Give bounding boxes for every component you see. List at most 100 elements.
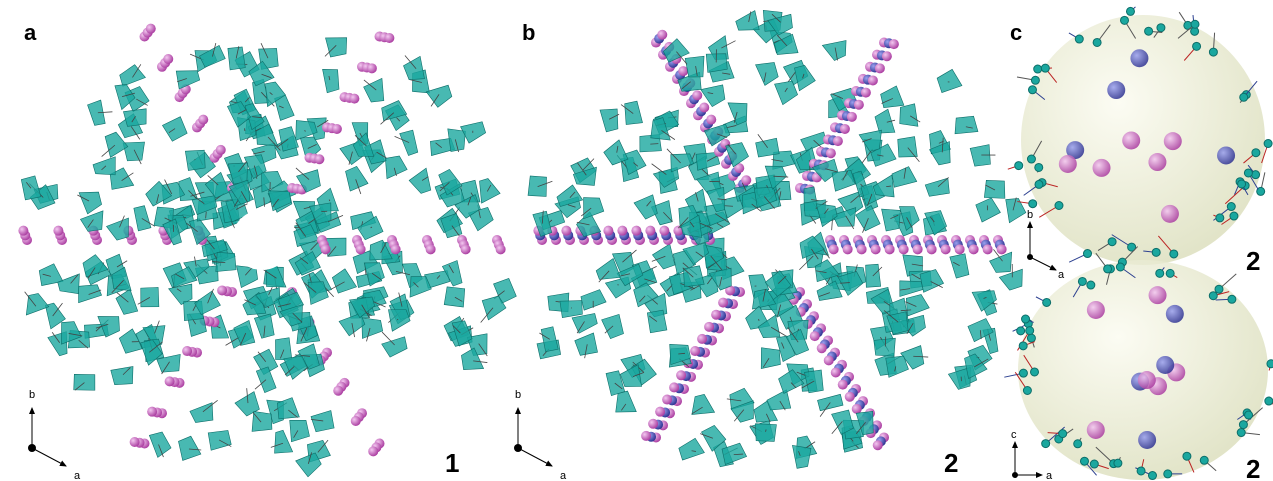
guest-molecule <box>955 244 965 254</box>
guest-molecule <box>1138 371 1156 389</box>
polyhedron <box>792 445 811 468</box>
metal-node <box>1209 48 1217 56</box>
metal-node <box>1022 315 1030 323</box>
metal-node <box>1148 472 1156 480</box>
guest-molecule <box>496 244 506 254</box>
guest-molecule <box>217 285 227 295</box>
polyhedron <box>528 176 547 196</box>
metal-node <box>1264 140 1272 148</box>
guest-molecule <box>603 226 613 236</box>
polyhedron <box>326 38 347 57</box>
guest-molecule <box>927 244 937 254</box>
metal-node <box>1090 460 1098 468</box>
polyhedron <box>479 178 500 203</box>
guest-molecule <box>1087 421 1105 439</box>
polyhedron <box>560 301 582 318</box>
polyhedron <box>736 11 760 31</box>
guest-molecule <box>351 416 361 426</box>
polyhedron <box>906 294 929 316</box>
metal-node <box>1019 342 1027 350</box>
guest-molecule <box>983 244 993 254</box>
guest-molecule <box>831 368 841 378</box>
polyhedron <box>634 195 657 219</box>
guest-molecule <box>843 244 853 254</box>
metal-node <box>1080 457 1088 465</box>
metal-node <box>1029 200 1037 208</box>
guest-molecule <box>1130 49 1148 67</box>
compound-number: 2 <box>1246 246 1260 276</box>
polyhedron <box>80 211 103 232</box>
metal-node <box>1238 180 1246 188</box>
guest-molecule <box>391 244 401 254</box>
guest-molecule <box>1059 155 1077 173</box>
guest-molecule <box>333 386 343 396</box>
axis-label: b <box>29 389 35 401</box>
axis-label: a <box>1058 269 1065 281</box>
axis-label: b <box>1027 209 1033 221</box>
metal-node <box>1240 93 1248 101</box>
guest-molecule <box>676 370 686 380</box>
polyhedron <box>116 289 138 314</box>
guest-molecule <box>847 112 857 122</box>
guest-molecule <box>1161 205 1179 223</box>
axis-arrow <box>32 448 66 466</box>
polyhedron <box>444 287 465 307</box>
guest-molecule <box>861 88 871 98</box>
polyhedron <box>256 367 276 393</box>
guest-molecule <box>648 419 658 429</box>
metal-node <box>1200 456 1208 464</box>
metal-node <box>1059 430 1067 438</box>
guest-molecule <box>53 226 63 236</box>
polyhedron <box>679 438 705 460</box>
guest-molecule <box>165 376 175 386</box>
guest-molecule <box>699 102 709 112</box>
polyhedron <box>976 198 1001 222</box>
guest-molecule <box>216 145 226 155</box>
guest-molecule <box>669 382 679 392</box>
guest-molecule <box>147 407 157 417</box>
guest-molecule <box>1156 356 1174 374</box>
polyhedron <box>984 180 1005 198</box>
guest-molecule <box>833 136 843 146</box>
polyhedron <box>268 191 291 211</box>
metal-node <box>1023 386 1031 394</box>
metal-node <box>1026 327 1034 335</box>
polyhedron <box>362 318 383 339</box>
metal-node <box>1031 368 1039 376</box>
compound-number: 1 <box>445 448 459 478</box>
polyhedron <box>881 86 904 108</box>
polyhedron <box>190 403 213 423</box>
guest-molecule <box>882 51 892 61</box>
metal-node <box>1145 27 1153 35</box>
metal-node <box>1087 281 1095 289</box>
guest-molecule <box>826 148 836 158</box>
guest-molecule <box>706 115 716 125</box>
polyhedron <box>937 69 962 92</box>
metal-node <box>1216 214 1224 222</box>
metal-node <box>1245 411 1253 419</box>
guest-molecule <box>659 226 669 236</box>
polyhedron <box>882 209 901 231</box>
polyhedron <box>149 432 171 457</box>
polyhedron <box>625 101 643 124</box>
guest-molecule <box>1122 131 1140 149</box>
axis-label: a <box>560 470 567 481</box>
axis-label: b <box>515 389 521 401</box>
polyhedron <box>323 69 339 93</box>
guest-molecule <box>655 407 665 417</box>
guest-molecule <box>130 437 140 447</box>
polyhedron <box>93 157 115 175</box>
metal-node <box>1252 149 1260 157</box>
guest-molecule <box>697 334 707 344</box>
polyhedron <box>448 129 466 152</box>
polyhedron <box>290 420 310 441</box>
metal-node <box>1027 334 1035 342</box>
metal-node <box>1267 360 1273 368</box>
guest-molecule <box>1164 132 1182 150</box>
polyhedron <box>141 287 159 306</box>
polyhedron <box>859 130 881 151</box>
linker <box>556 301 560 302</box>
metal-node <box>1193 42 1201 50</box>
panel-label: a <box>24 20 37 45</box>
polyhedron <box>794 65 815 90</box>
